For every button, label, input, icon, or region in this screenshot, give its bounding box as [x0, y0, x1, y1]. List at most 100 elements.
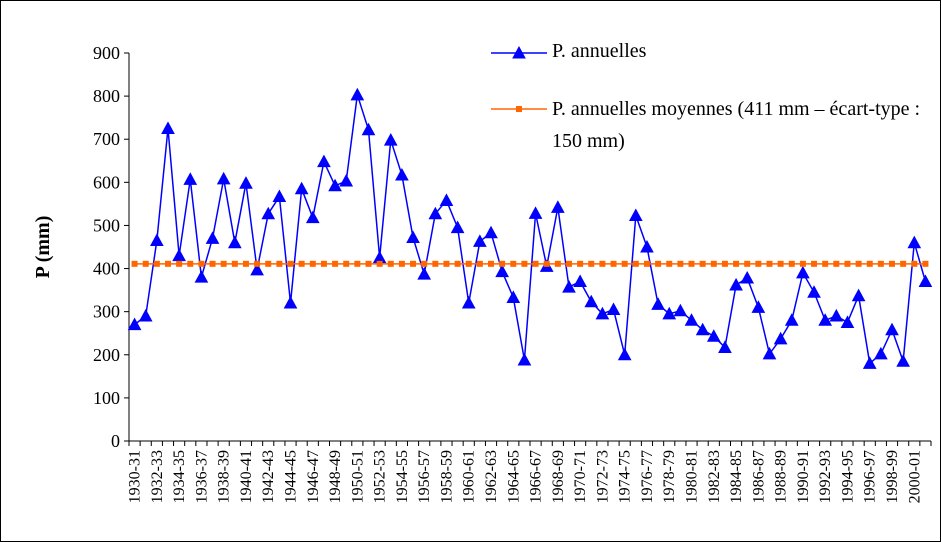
x-tick-label: 1946-47	[305, 450, 322, 503]
x-tick-label: 1938-39	[216, 450, 233, 503]
data-point	[495, 264, 509, 278]
x-tick-label: 1972-73	[594, 450, 611, 503]
data-point	[755, 260, 762, 267]
x-tick-label: 1930-31	[127, 450, 144, 503]
data-point	[862, 356, 877, 369]
data-point	[551, 200, 565, 213]
legend-marker	[512, 45, 526, 59]
x-tick-label: 1992-93	[817, 450, 834, 503]
data-point	[227, 235, 242, 249]
data-point	[866, 260, 873, 267]
data-point	[417, 267, 432, 280]
data-point	[473, 234, 487, 247]
data-point	[320, 260, 327, 267]
data-point	[829, 308, 844, 322]
data-point	[628, 208, 643, 222]
data-point	[510, 260, 517, 267]
data-point	[740, 270, 755, 284]
data-point	[844, 260, 851, 267]
data-point	[677, 260, 684, 267]
x-tick-label: 1956-57	[416, 450, 433, 503]
data-point	[900, 260, 907, 267]
x-tick-label: 1966-67	[528, 450, 545, 503]
data-point	[365, 260, 372, 267]
data-point	[272, 189, 287, 203]
y-tick-label: 400	[93, 259, 120, 279]
data-point	[410, 260, 417, 267]
data-point	[194, 270, 209, 283]
y-tick-label: 300	[93, 302, 120, 322]
x-tick-label: 1988-89	[773, 450, 790, 503]
data-point	[350, 87, 365, 101]
x-tick-label: 1974-75	[617, 450, 634, 503]
data-point	[688, 260, 695, 267]
data-point	[220, 260, 227, 267]
x-tick-label: 1998-99	[884, 450, 901, 503]
x-tick-label: 1968-69	[550, 450, 567, 503]
x-tick-label: 1964-65	[505, 450, 522, 503]
data-point	[406, 230, 420, 244]
data-point	[187, 260, 194, 267]
y-tick-label: 200	[93, 345, 120, 365]
data-point	[428, 206, 443, 220]
x-tick-label: 1950-51	[349, 450, 366, 503]
x-tick-label: 1932-33	[149, 450, 166, 503]
y-tick-label: 600	[93, 172, 120, 192]
data-point	[807, 285, 821, 298]
y-tick-label: 0	[111, 431, 120, 451]
data-point	[532, 260, 539, 267]
x-tick-label: 1954-55	[394, 450, 411, 503]
data-point	[799, 260, 806, 267]
x-tick-label: 1960-61	[461, 450, 478, 503]
data-point	[610, 260, 617, 267]
data-point	[729, 277, 743, 291]
x-tick-label: 1952-53	[372, 450, 389, 503]
data-point	[283, 296, 298, 309]
data-point	[150, 233, 164, 247]
data-point	[751, 300, 766, 313]
data-point	[640, 239, 654, 253]
x-tick-label: 1976-77	[639, 450, 656, 503]
data-point	[907, 235, 922, 249]
data-point	[874, 346, 888, 360]
data-point	[465, 260, 472, 267]
data-point	[309, 260, 316, 267]
data-point	[733, 260, 740, 267]
data-point	[588, 260, 595, 267]
data-point	[506, 290, 521, 303]
data-point	[777, 260, 784, 267]
data-point	[305, 210, 320, 224]
data-point	[164, 260, 171, 267]
data-point	[250, 262, 264, 276]
data-point	[476, 260, 483, 267]
data-point	[198, 260, 205, 267]
data-point	[766, 260, 773, 267]
data-point	[621, 260, 628, 267]
data-point	[387, 260, 394, 267]
x-tick-label: 1958-59	[438, 450, 455, 503]
data-point	[721, 260, 728, 267]
data-point	[565, 260, 572, 267]
data-point	[261, 206, 276, 220]
data-point	[762, 346, 777, 360]
x-tick-label: 2000-01	[906, 450, 923, 503]
data-point	[577, 260, 584, 267]
data-point	[554, 260, 561, 267]
data-point	[744, 260, 751, 267]
y-tick-label: 900	[93, 43, 120, 63]
y-tick-label: 800	[93, 86, 120, 106]
x-tick-label: 1996-97	[862, 450, 879, 503]
data-point	[662, 306, 677, 320]
data-point	[383, 133, 398, 146]
data-point	[562, 280, 576, 293]
data-point	[421, 260, 428, 267]
data-point	[818, 313, 833, 326]
x-tick-label: 1944-45	[283, 450, 300, 503]
data-point	[432, 260, 439, 267]
data-point	[718, 340, 732, 353]
data-point	[216, 171, 231, 185]
legend-label: P. annuelles moyennes (411 mm – écart-ty…	[552, 98, 921, 152]
data-point	[617, 347, 632, 361]
data-point	[811, 260, 818, 267]
